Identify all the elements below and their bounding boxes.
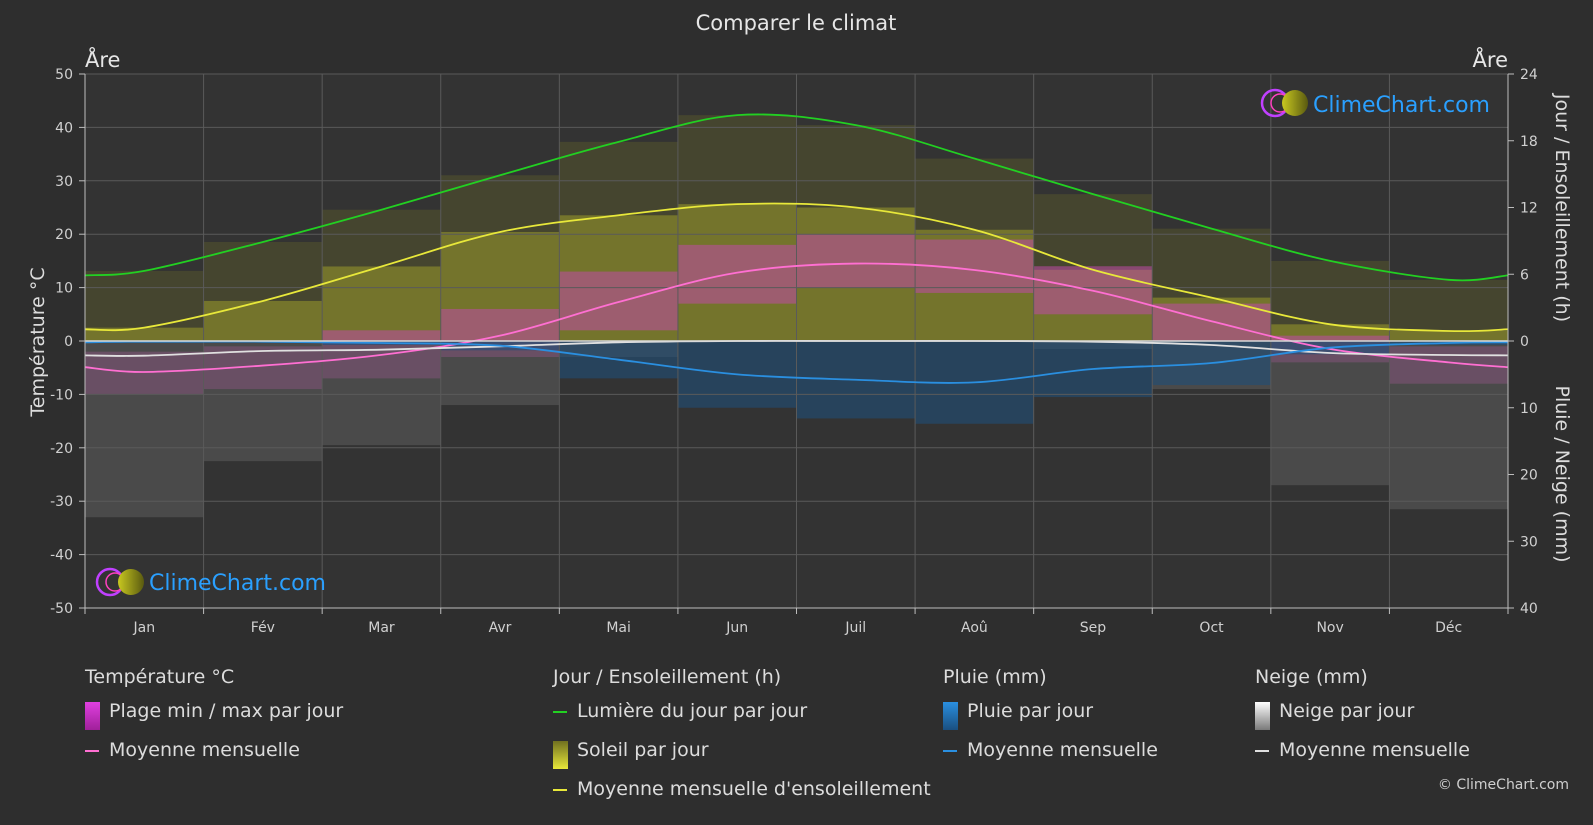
y-left-tick-label: 0 [64,334,73,350]
legend-sunshine: Jour / Ensoleillement (h) Lumière du jou… [553,662,931,809]
legend-temp-range-label: Plage min / max par jour [109,700,344,722]
y-axis-right-top-label: Jour / Ensoleillement (h) [1551,93,1573,322]
x-tick-label-fév: Fév [251,620,275,636]
snow-bar [203,341,323,462]
sun-swatch [553,741,568,769]
legend-temperature-header: Température °C [85,666,235,688]
chart-title: Comparer le climat [696,11,897,35]
legend-rain-mean-label: Moyenne mensuelle [967,739,1158,761]
legend-daylight-label: Lumière du jour par jour [577,700,808,722]
y-right-mm-tick-label: 10 [1520,401,1538,417]
legend-sun-mean: Moyenne mensuelle d'ensoleillement [553,770,931,809]
sun-mean-swatch [553,789,567,791]
y-left-tick-label: -10 [50,387,73,403]
climate-chart: 50 40 30 20 10 0 -10 -20 -30 -40 -50 24 18 12 6 0 10 20 30… [27,11,1573,636]
y-left-tick-label: -30 [50,494,73,510]
rain-mean-swatch [943,750,957,752]
legend-rain: Pluie (mm) Pluie par jour Moyenne mensue… [943,662,1158,770]
y-axis-left-label: Température °C [27,267,49,417]
y-right-hours-tick-label: 18 [1520,134,1538,150]
brand-text-top: ClimeChart.com [1313,93,1490,118]
daylight-swatch [553,711,567,713]
temp-mean-swatch [85,750,99,752]
sunshine-bar [1389,330,1508,341]
x-tick-label-aoû: Aoû [961,620,988,636]
legend-sunshine-header: Jour / Ensoleillement (h) [553,666,782,688]
sunshine-mean-line [84,202,1509,333]
y-left-tick-label: 10 [55,281,73,297]
x-tick-label-juil: Juil [844,620,866,636]
legend-rain-daily-label: Pluie par jour [967,700,1094,722]
legend-snow: Neige (mm) Neige par jour Moyenne mensue… [1255,662,1470,770]
y-left-tick-label: -40 [50,548,73,564]
temp-range-swatch [85,702,100,730]
legend-rain-daily: Pluie par jour [943,692,1158,731]
snow-bar [322,341,441,446]
legend-temp-range: Plage min / max par jour [85,692,343,731]
x-tick-label-déc: Déc [1435,620,1462,636]
temp-range-bar [677,244,797,304]
y-left-tick-label: 50 [55,67,73,83]
x-tick-label-mar: Mar [368,620,395,636]
y-right-mm-tick-label: 40 [1520,601,1538,617]
y-right-hours-tick-label: 24 [1520,67,1538,83]
snow-swatch [1255,702,1270,730]
x-tick-label-avr: Avr [489,620,512,636]
y-right-hours-tick-label: 6 [1520,267,1529,283]
snow-bar [1270,341,1390,486]
daylight-line [84,113,1509,282]
rain-mean-line [84,340,1509,384]
legend: Température °C Plage min / max par jour … [0,662,1593,812]
y-right-hours-tick-label: 12 [1520,201,1538,217]
x-tick-label-jun: Jun [725,620,748,636]
rain-swatch [943,702,958,730]
y-left-tick-label: 40 [55,120,73,136]
legend-sun-label: Soleil par jour [577,739,709,761]
snow-bar [1389,341,1508,510]
x-tick-label-mai: Mai [606,620,631,636]
location-left: Åre [85,46,120,72]
x-tick-label-jan: Jan [132,620,155,636]
x-tick-label-oct: Oct [1199,620,1224,636]
y-right-hours-tick-label: 0 [1520,334,1529,350]
sunshine-bar [203,300,323,341]
snow-mean-swatch [1255,750,1269,752]
legend-snow-mean-label: Moyenne mensuelle [1279,739,1470,761]
brand-logo-top: ClimeChart.com [1260,88,1490,118]
location-right: Åre [1473,46,1508,72]
y-left-tick-label: 30 [55,174,73,190]
y-left-tick-label: -50 [50,601,73,617]
legend-snow-daily: Neige par jour [1255,692,1470,731]
legend-snow-header: Neige (mm) [1255,666,1368,688]
sunshine-bar [322,266,441,341]
y-left-tick-label: -20 [50,441,73,457]
temp-range-bar [1152,303,1271,341]
x-tick-label-sep: Sep [1080,620,1107,636]
y-right-mm-tick-label: 30 [1520,534,1538,550]
temp-range-bar [796,234,916,288]
legend-snow-mean: Moyenne mensuelle [1255,731,1470,770]
x-tick-label-nov: Nov [1316,620,1343,636]
legend-temp-mean: Moyenne mensuelle [85,731,343,770]
brand-text-bottom: ClimeChart.com [149,571,326,596]
sunshine-bar [85,327,204,341]
temp-range-bar [559,271,678,331]
legend-temperature: Température °C Plage min / max par jour … [85,662,343,770]
brand-logo-bottom: ClimeChart.com [95,567,326,597]
y-axis-right-bottom-label: Pluie / Neige (mm) [1551,385,1573,562]
y-right-mm-tick-label: 20 [1520,468,1538,484]
y-left-tick-label: 20 [55,227,73,243]
legend-sun: Soleil par jour [553,731,931,770]
legend-sun-mean-label: Moyenne mensuelle d'ensoleillement [577,778,931,800]
snow-bar [85,341,204,518]
legend-rain-mean: Moyenne mensuelle [943,731,1158,770]
legend-rain-header: Pluie (mm) [943,666,1047,688]
legend-daylight: Lumière du jour par jour [553,692,931,731]
copyright: © ClimeChart.com [1437,777,1569,793]
legend-temp-mean-label: Moyenne mensuelle [109,739,300,761]
legend-snow-daily-label: Neige par jour [1279,700,1415,722]
